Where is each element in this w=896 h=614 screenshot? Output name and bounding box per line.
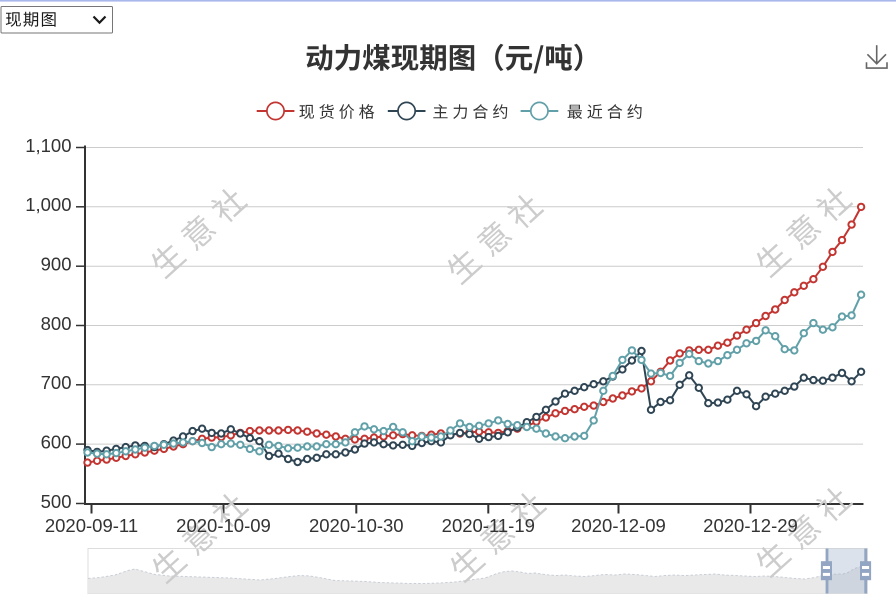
svg-text:700: 700 <box>41 372 72 393</box>
svg-text:900: 900 <box>41 254 72 275</box>
svg-text:1,000: 1,000 <box>25 194 71 215</box>
svg-text:800: 800 <box>41 313 72 334</box>
svg-text:2020-10-30: 2020-10-30 <box>309 515 404 536</box>
svg-text:600: 600 <box>41 431 72 452</box>
svg-text:2020-10-09: 2020-10-09 <box>176 515 271 536</box>
svg-text:500: 500 <box>41 491 72 512</box>
svg-text:1,100: 1,100 <box>25 135 71 156</box>
svg-text:2020-12-29: 2020-12-29 <box>703 515 798 536</box>
svg-text:2020-12-09: 2020-12-09 <box>571 515 666 536</box>
svg-text:2020-11-19: 2020-11-19 <box>442 515 535 536</box>
svg-text:2020-09-11: 2020-09-11 <box>45 515 138 536</box>
